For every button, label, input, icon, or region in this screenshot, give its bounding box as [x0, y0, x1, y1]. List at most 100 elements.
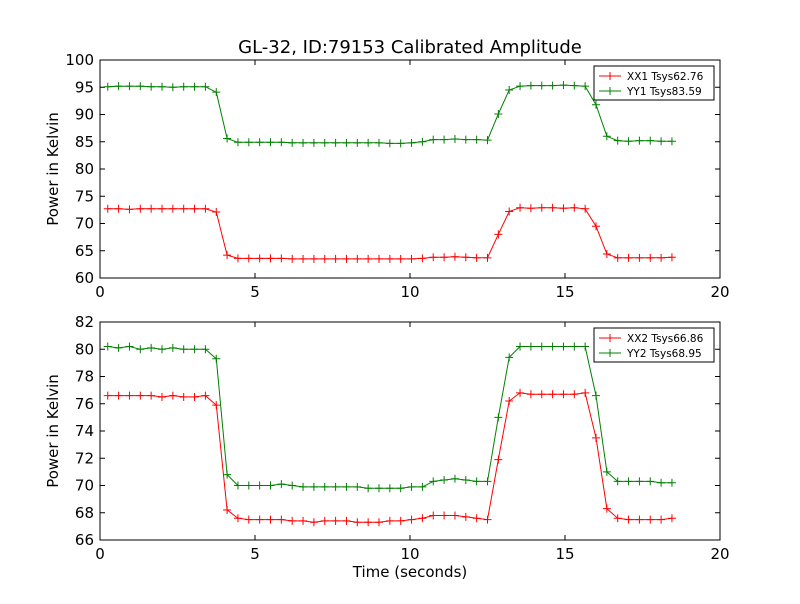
data-point [309, 518, 318, 527]
data-point [288, 516, 297, 525]
data-point [613, 477, 622, 486]
data-point [147, 204, 156, 213]
y-axis-label: Power in Kelvin [44, 112, 62, 226]
data-point [483, 477, 492, 486]
legend-label: YY2 Tsys68.95 [626, 348, 702, 360]
data-point [516, 342, 525, 351]
x-tick-label: 20 [710, 283, 729, 301]
data-point [667, 514, 676, 523]
data-point [440, 476, 449, 485]
data-point [147, 343, 156, 352]
data-point [201, 82, 210, 91]
data-point [190, 82, 199, 91]
x-tick-label: 0 [95, 545, 105, 563]
data-point [223, 470, 232, 479]
x-tick-label: 15 [555, 545, 574, 563]
data-point [385, 139, 394, 148]
data-point [179, 392, 188, 401]
data-point [581, 388, 590, 397]
data-point [570, 203, 579, 212]
data-point [505, 397, 514, 406]
data-point [657, 253, 666, 262]
data-point [624, 253, 633, 262]
legend-box [593, 65, 715, 101]
legend-marker [606, 87, 614, 95]
data-point [125, 82, 134, 91]
legend-marker [606, 72, 614, 80]
data-point [592, 433, 600, 442]
data-point [331, 516, 340, 525]
data-point [450, 511, 459, 520]
data-point [472, 253, 481, 262]
data-point [364, 138, 373, 147]
data-point [266, 254, 275, 263]
x-tick-label: 10 [400, 283, 419, 301]
legend-label: YY1 Tsys83.59 [626, 86, 702, 98]
top-panel: 0 5 10 15 20 60 65 70 75 80 85 90 95 100 Power in Kelv… [44, 51, 730, 301]
data-point [375, 518, 383, 527]
data-point [331, 482, 340, 491]
data-point [429, 511, 438, 520]
data-point [320, 482, 329, 491]
data-point [125, 205, 134, 214]
data-point [190, 345, 199, 354]
data-point [461, 253, 470, 262]
data-point [559, 204, 568, 213]
data-point [429, 253, 438, 262]
y-tick-label: 80 [75, 160, 94, 178]
data-point [516, 388, 525, 397]
data-point [320, 254, 329, 263]
data-point [505, 207, 514, 216]
data-point [190, 392, 199, 401]
data-point [505, 85, 514, 94]
data-point [255, 481, 264, 490]
data-point [114, 204, 123, 213]
data-point [396, 516, 405, 525]
legend-marker [606, 334, 614, 342]
data-point [179, 82, 188, 91]
data-point [299, 516, 308, 525]
data-point [396, 254, 405, 263]
data-point [548, 81, 557, 90]
data-point [526, 204, 535, 213]
data-point [342, 254, 351, 263]
data-point [266, 481, 275, 490]
data-point [103, 204, 112, 213]
data-point [667, 478, 676, 487]
x-tick-label: 10 [400, 545, 419, 563]
data-point [212, 88, 221, 97]
data-point [429, 135, 438, 144]
data-point [158, 392, 166, 401]
data-point [212, 354, 221, 363]
data-point [136, 204, 145, 213]
y-tick-label: 72 [75, 449, 94, 467]
series-line-xx [107, 207, 673, 260]
data-point [375, 484, 383, 493]
data-point [158, 345, 166, 354]
x-tick-label: 5 [250, 283, 260, 301]
data-point [168, 343, 177, 352]
legend-box [593, 327, 715, 363]
data-point [277, 254, 286, 263]
data-point [450, 474, 459, 483]
data-point [440, 511, 449, 520]
data-point [309, 482, 318, 491]
data-point [537, 203, 546, 212]
data-point [581, 204, 590, 213]
data-point [168, 391, 177, 400]
data-point [103, 391, 112, 400]
legend-label: XX2 Tsys66.86 [627, 333, 704, 345]
data-point [635, 136, 644, 145]
data-point [657, 515, 666, 524]
data-point [136, 82, 145, 91]
data-point [537, 342, 546, 351]
data-point [407, 254, 416, 263]
data-point [288, 138, 297, 147]
data-point [385, 484, 394, 493]
legend: XX2 Tsys66.86 YY2 Tsys68.95 [593, 327, 715, 363]
y-axis-label: Power in Kelvin [44, 374, 62, 488]
data-point [320, 516, 329, 525]
data-point [602, 467, 611, 476]
data-point [407, 138, 416, 147]
